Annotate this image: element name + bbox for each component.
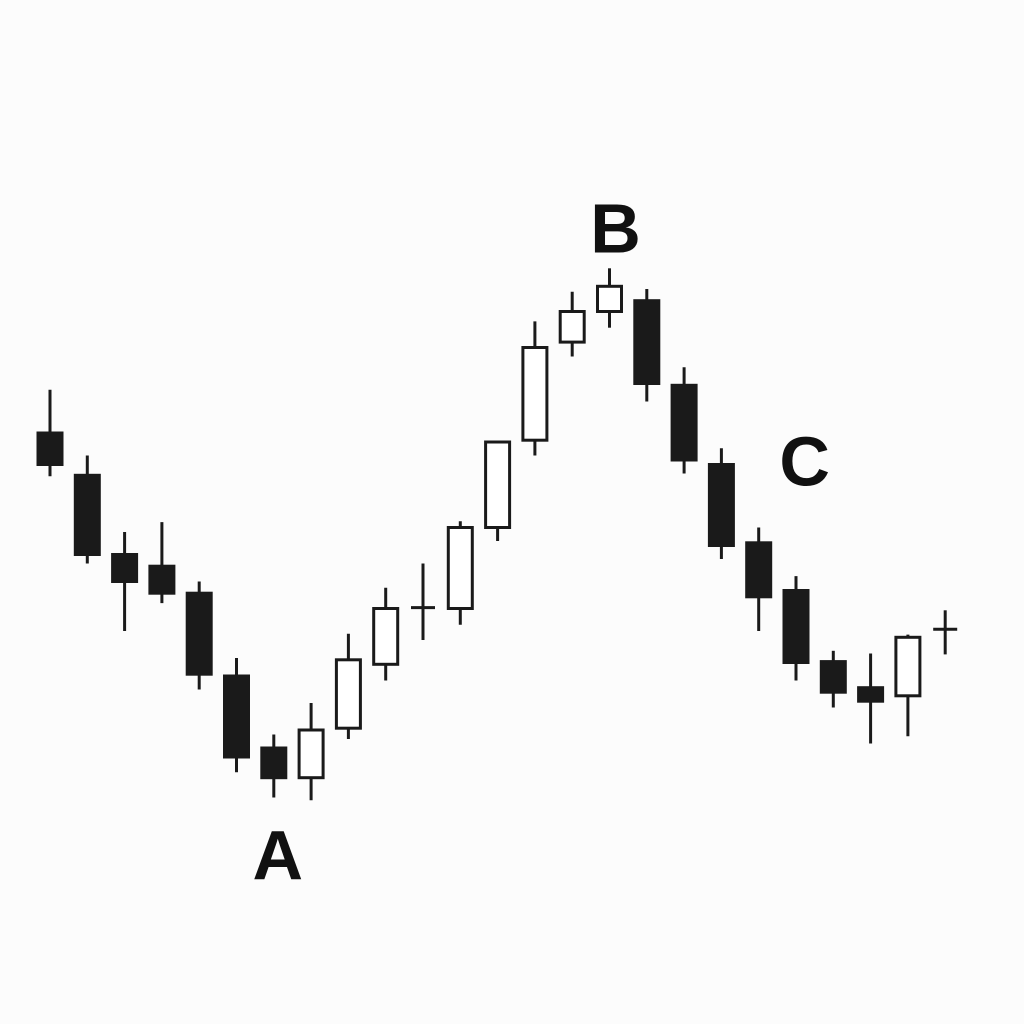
candle-16 — [596, 268, 623, 328]
candle-23 — [857, 653, 885, 744]
candle-10 — [372, 587, 400, 681]
candle-20 — [745, 527, 773, 631]
candle-body-bearish — [185, 591, 213, 676]
candle-body-bearish — [223, 674, 250, 759]
candle-body-bearish — [73, 473, 101, 556]
candle-body-bearish — [707, 463, 735, 547]
candle-body-bullish — [484, 440, 512, 529]
candle-body-bearish — [260, 746, 288, 780]
candle-25 — [933, 610, 958, 655]
candle-body-bearish — [633, 299, 661, 386]
candle-body-bearish — [782, 589, 810, 664]
candle-14 — [521, 321, 549, 456]
annotation-label-b: B — [590, 189, 641, 267]
candle-17 — [633, 289, 661, 402]
candle-21 — [782, 576, 810, 681]
candle-9 — [334, 633, 362, 739]
candle-5 — [185, 581, 213, 690]
candle-6 — [223, 658, 250, 773]
candle-11 — [411, 563, 435, 640]
candle-2 — [73, 455, 101, 564]
candle-body-bearish — [857, 686, 885, 703]
candle-body-bearish — [819, 660, 847, 694]
candle-body-bearish — [745, 541, 773, 599]
candle-19 — [707, 448, 735, 559]
candle-body-bullish — [596, 284, 623, 313]
candle-12 — [446, 521, 474, 625]
candle-18 — [670, 367, 698, 474]
candle-8 — [297, 703, 325, 801]
annotation-label-a: A — [253, 817, 304, 895]
candle-body-bearish — [111, 553, 139, 583]
candle-body-bearish — [148, 564, 176, 595]
candle-body-bullish — [521, 346, 549, 442]
candle-body-bullish — [558, 310, 586, 344]
candle-4 — [148, 522, 176, 604]
candle-1 — [36, 389, 64, 477]
annotation-label-c: C — [779, 423, 830, 501]
candle-22 — [819, 650, 847, 708]
candle-body-bullish — [334, 658, 362, 730]
candle-body-bullish — [297, 728, 325, 780]
candle-body-bullish — [894, 635, 922, 698]
candle-body-bullish — [372, 607, 400, 666]
candle-13 — [484, 440, 512, 541]
candle-3 — [111, 532, 139, 631]
candle-body-bullish — [446, 526, 474, 610]
candle-body-bearish — [670, 383, 698, 462]
candle-7 — [260, 734, 288, 798]
candle-24 — [894, 634, 922, 737]
candle-body-bearish — [36, 431, 64, 466]
candle-15 — [558, 291, 586, 357]
